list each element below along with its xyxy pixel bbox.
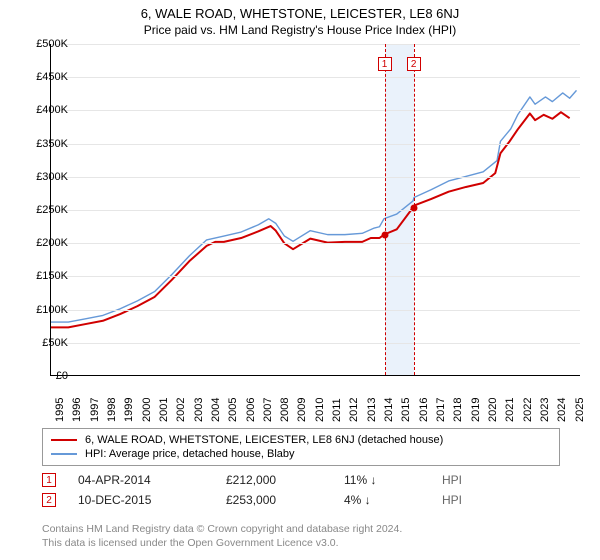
- x-axis-label: 2025: [574, 398, 586, 422]
- y-axis-label: £500K: [36, 38, 68, 50]
- x-axis-label: 2008: [279, 398, 291, 422]
- gridline: [51, 343, 580, 344]
- x-axis-label: 2023: [539, 398, 551, 422]
- y-axis-label: £200K: [36, 237, 68, 249]
- legend-label: 6, WALE ROAD, WHETSTONE, LEICESTER, LE8 …: [85, 434, 443, 446]
- y-axis-label: £350K: [36, 138, 68, 150]
- sale-marker-dot: [381, 232, 388, 239]
- y-axis-label: £300K: [36, 171, 68, 183]
- gridline: [51, 276, 580, 277]
- sale-row: 2 10-DEC-2015 £253,000 4% ↓ HPI: [42, 490, 462, 510]
- x-axis-label: 2002: [175, 398, 187, 422]
- x-axis-label: 2006: [245, 398, 257, 422]
- sale-price: £253,000: [226, 493, 316, 507]
- sale-hpi-label: HPI: [442, 493, 462, 507]
- x-axis-label: 2016: [418, 398, 430, 422]
- x-axis-label: 2013: [366, 398, 378, 422]
- sale-marker-line: [385, 44, 386, 375]
- legend-row: 6, WALE ROAD, WHETSTONE, LEICESTER, LE8 …: [51, 433, 551, 447]
- y-axis-label: £100K: [36, 304, 68, 316]
- x-axis-label: 2004: [210, 398, 222, 422]
- sale-marker-badge: 2: [407, 57, 421, 71]
- sale-price: £212,000: [226, 473, 316, 487]
- y-axis-label: £250K: [36, 204, 68, 216]
- x-axis-label: 2000: [141, 398, 153, 422]
- gridline: [51, 243, 580, 244]
- x-axis-label: 1999: [123, 398, 135, 422]
- plot-area: 12: [50, 44, 580, 376]
- x-axis-label: 2014: [383, 398, 395, 422]
- gridline: [51, 44, 580, 45]
- sale-row-badge: 1: [42, 473, 56, 487]
- x-axis-label: 2024: [556, 398, 568, 422]
- x-axis-label: 2021: [504, 398, 516, 422]
- x-axis-label: 2019: [470, 398, 482, 422]
- gridline: [51, 144, 580, 145]
- x-axis-label: 2022: [522, 398, 534, 422]
- sale-delta: 11% ↓: [344, 473, 414, 487]
- y-axis-label: £150K: [36, 270, 68, 282]
- y-axis-label: £450K: [36, 71, 68, 83]
- x-axis-label: 2007: [262, 398, 274, 422]
- x-axis-label: 1998: [106, 398, 118, 422]
- sale-row-badge: 2: [42, 493, 56, 507]
- x-axis-label: 2015: [400, 398, 412, 422]
- legend-row: HPI: Average price, detached house, Blab…: [51, 447, 551, 461]
- x-axis-label: 2009: [296, 398, 308, 422]
- y-axis-label: £400K: [36, 104, 68, 116]
- sale-marker-badge: 1: [378, 57, 392, 71]
- legend-label: HPI: Average price, detached house, Blab…: [85, 448, 295, 460]
- x-axis-label: 2003: [193, 398, 205, 422]
- gridline: [51, 77, 580, 78]
- y-axis-label: £0: [56, 370, 68, 382]
- gridline: [51, 210, 580, 211]
- x-axis-label: 2018: [452, 398, 464, 422]
- sales-table: 1 04-APR-2014 £212,000 11% ↓ HPI 2 10-DEC-2015…: [42, 470, 462, 510]
- x-axis-label: 1996: [71, 398, 83, 422]
- sale-marker-dot: [410, 205, 417, 212]
- gridline: [51, 177, 580, 178]
- series-hpi: [51, 90, 577, 322]
- chart-title-block: 6, WALE ROAD, WHETSTONE, LEICESTER, LE8 …: [0, 0, 600, 39]
- x-axis-label: 2010: [314, 398, 326, 422]
- sale-row: 1 04-APR-2014 £212,000 11% ↓ HPI: [42, 470, 462, 490]
- chart-subtitle: Price paid vs. HM Land Registry's House …: [0, 23, 600, 37]
- footer-line-1: Contains HM Land Registry data © Crown c…: [42, 522, 560, 536]
- gridline: [51, 310, 580, 311]
- legend-swatch: [51, 453, 77, 454]
- sale-date: 04-APR-2014: [78, 473, 198, 487]
- sale-delta: 4% ↓: [344, 493, 414, 507]
- sale-date: 10-DEC-2015: [78, 493, 198, 507]
- y-axis-label: £50K: [42, 337, 68, 349]
- footer-attribution: Contains HM Land Registry data © Crown c…: [42, 522, 560, 550]
- x-axis-label: 2011: [331, 398, 343, 422]
- chart: 12 £0£50K£100K£150K£200K£250K£300K£350K£…: [0, 40, 600, 420]
- legend-swatch: [51, 439, 77, 441]
- x-axis-label: 2017: [435, 398, 447, 422]
- x-axis-label: 1997: [89, 398, 101, 422]
- footer-line-2: This data is licensed under the Open Gov…: [42, 536, 560, 550]
- sale-hpi-label: HPI: [442, 473, 462, 487]
- x-axis-label: 2001: [158, 398, 170, 422]
- x-axis-label: 2012: [348, 398, 360, 422]
- x-axis-label: 2020: [487, 398, 499, 422]
- x-axis-label: 1995: [54, 398, 66, 422]
- x-axis-label: 2005: [227, 398, 239, 422]
- legend: 6, WALE ROAD, WHETSTONE, LEICESTER, LE8 …: [42, 428, 560, 466]
- chart-title: 6, WALE ROAD, WHETSTONE, LEICESTER, LE8 …: [0, 6, 600, 21]
- gridline: [51, 110, 580, 111]
